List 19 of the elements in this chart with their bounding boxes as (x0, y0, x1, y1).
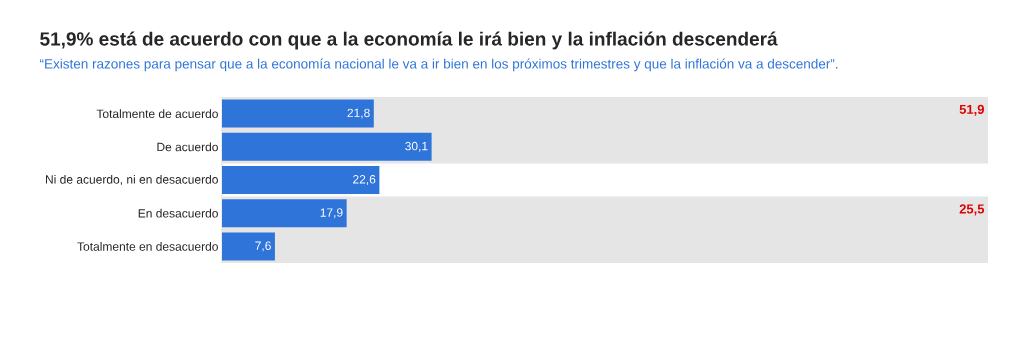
bar (222, 99, 374, 128)
y-tick-label: En desacuerdo (138, 208, 218, 218)
data-label: 7,6 (255, 241, 271, 252)
data-label: 21,8 (347, 108, 370, 119)
data-label: 22,6 (353, 175, 376, 185)
y-tick-label: Ni de acuerdo, ni en desacuerdo (46, 174, 218, 186)
chart-title: 51,9% está de acuerdo con que a la economía le irá bien y la inflación descenderá (40, 31, 778, 50)
data-label: 17,9 (320, 208, 343, 219)
bar (222, 232, 275, 261)
chart-subtitle: “Existen razones para pensar que a la economía nacional le va a ir bien en los próximos trimestres y que la inflación va a descender”. (40, 58, 838, 72)
y-tick-label: Totalmente en desacuerdo (77, 242, 218, 251)
band-label: 25,5 (959, 204, 985, 216)
data-label: 30,1 (405, 141, 428, 152)
bar (222, 199, 347, 228)
bar (222, 132, 432, 161)
band-label: 51,9 (959, 104, 984, 116)
y-tick-label: De acuerdo (157, 142, 218, 152)
y-tick-label: Totalmente de acuerdo (96, 109, 218, 119)
bar (222, 166, 380, 194)
